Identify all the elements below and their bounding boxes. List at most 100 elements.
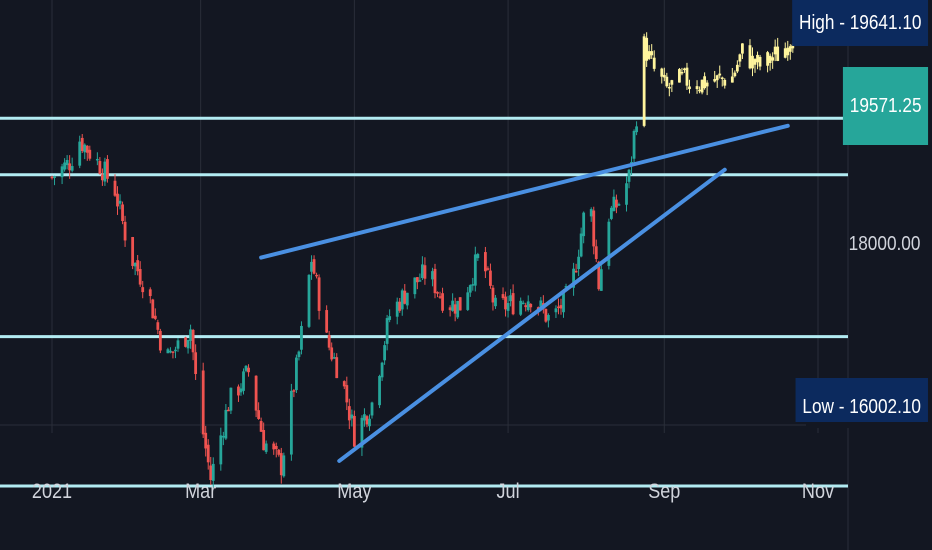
candle-body — [368, 418, 371, 427]
candle-body — [773, 46, 777, 55]
candle-body — [441, 293, 444, 311]
candle-body — [363, 414, 366, 421]
candle-body — [186, 339, 190, 349]
candle-body — [720, 77, 724, 80]
candle-body — [103, 161, 107, 182]
axis-divider-cover — [806, 422, 932, 428]
candle-body — [625, 183, 628, 205]
candle-body — [239, 388, 243, 393]
candle-body — [766, 52, 770, 66]
candle-body — [519, 300, 523, 315]
candle-body — [95, 158, 99, 161]
candle-body — [695, 86, 699, 90]
candle-body — [486, 268, 490, 270]
candle-body — [715, 75, 719, 81]
candle-body — [509, 295, 512, 302]
candle-body — [279, 453, 283, 476]
candle-body — [456, 300, 460, 318]
candle-body — [274, 445, 278, 450]
candle-body — [748, 45, 752, 69]
candle-body — [50, 176, 54, 179]
candle-body — [156, 322, 160, 330]
candle-body — [395, 301, 399, 317]
candle-body — [141, 287, 145, 293]
candle-body — [703, 76, 707, 89]
date-tick-label: 2021 — [32, 480, 72, 504]
candle-body — [131, 237, 135, 266]
candle-body — [431, 271, 434, 280]
candle-body — [577, 256, 581, 270]
date-tick-label: Mar — [185, 480, 217, 504]
candle-body — [473, 254, 477, 286]
candle-body — [405, 292, 409, 306]
candle-body — [627, 169, 631, 182]
candle-body — [660, 68, 664, 77]
candle-body — [80, 137, 84, 151]
candle-body — [63, 162, 66, 170]
candle-body — [342, 381, 346, 387]
candle-body — [151, 299, 155, 319]
candle-body — [650, 51, 654, 56]
candle-body — [786, 47, 790, 56]
candle-body — [116, 193, 119, 207]
candle-body — [289, 390, 293, 455]
candle-body — [539, 300, 543, 307]
candle-body — [262, 430, 266, 451]
candle-body — [683, 68, 686, 71]
candle-body — [166, 349, 170, 354]
candle-body — [400, 290, 404, 310]
candle-body — [224, 409, 228, 439]
candle-body — [489, 270, 492, 286]
candle-body — [53, 176, 56, 179]
candle-body — [448, 307, 452, 311]
candle-body — [158, 330, 162, 351]
candle-body — [247, 367, 250, 373]
candle-body — [138, 269, 142, 285]
candle-body — [680, 71, 684, 74]
low-price-tag: Low - 16002.10 — [795, 378, 928, 422]
candle-body — [191, 329, 195, 353]
candle-body — [244, 365, 248, 371]
candle-body — [713, 79, 717, 82]
candle-body — [423, 265, 427, 279]
candle-body — [297, 351, 301, 358]
candle-body — [564, 286, 568, 288]
candle-body — [315, 274, 318, 277]
candle-body — [169, 350, 172, 353]
candle-body — [554, 308, 558, 313]
candle-body — [121, 204, 124, 222]
candle-body — [209, 465, 213, 481]
candle-body — [511, 293, 515, 315]
candle-body — [544, 308, 548, 322]
date-tick-label: Sep — [648, 480, 680, 504]
candle-body — [572, 268, 575, 288]
candle-body — [468, 285, 472, 293]
candle-body — [317, 277, 321, 311]
candle-body — [582, 212, 586, 237]
candle-body — [529, 303, 533, 308]
candle-body — [476, 254, 480, 259]
candle-body — [685, 67, 689, 86]
candle-body — [365, 416, 369, 425]
candle-body — [466, 292, 470, 310]
candle-body — [688, 86, 691, 90]
candle-body — [292, 390, 296, 392]
candle-body — [65, 160, 69, 166]
candle-body — [118, 200, 122, 204]
candle-body — [254, 375, 258, 411]
candle-body — [526, 301, 530, 311]
candle-body — [771, 57, 775, 61]
candle-body — [652, 57, 656, 69]
candle-body — [295, 357, 298, 391]
candle-body — [201, 370, 205, 435]
candle-body — [753, 59, 757, 65]
candle-body — [325, 310, 329, 333]
candle-body — [360, 417, 364, 448]
candle-body — [421, 264, 424, 278]
candle-body — [184, 337, 187, 347]
last-price-tag: 19571.25 — [842, 67, 928, 145]
candle-body — [546, 315, 550, 321]
candle-body — [521, 302, 525, 305]
candle-body — [612, 196, 616, 211]
